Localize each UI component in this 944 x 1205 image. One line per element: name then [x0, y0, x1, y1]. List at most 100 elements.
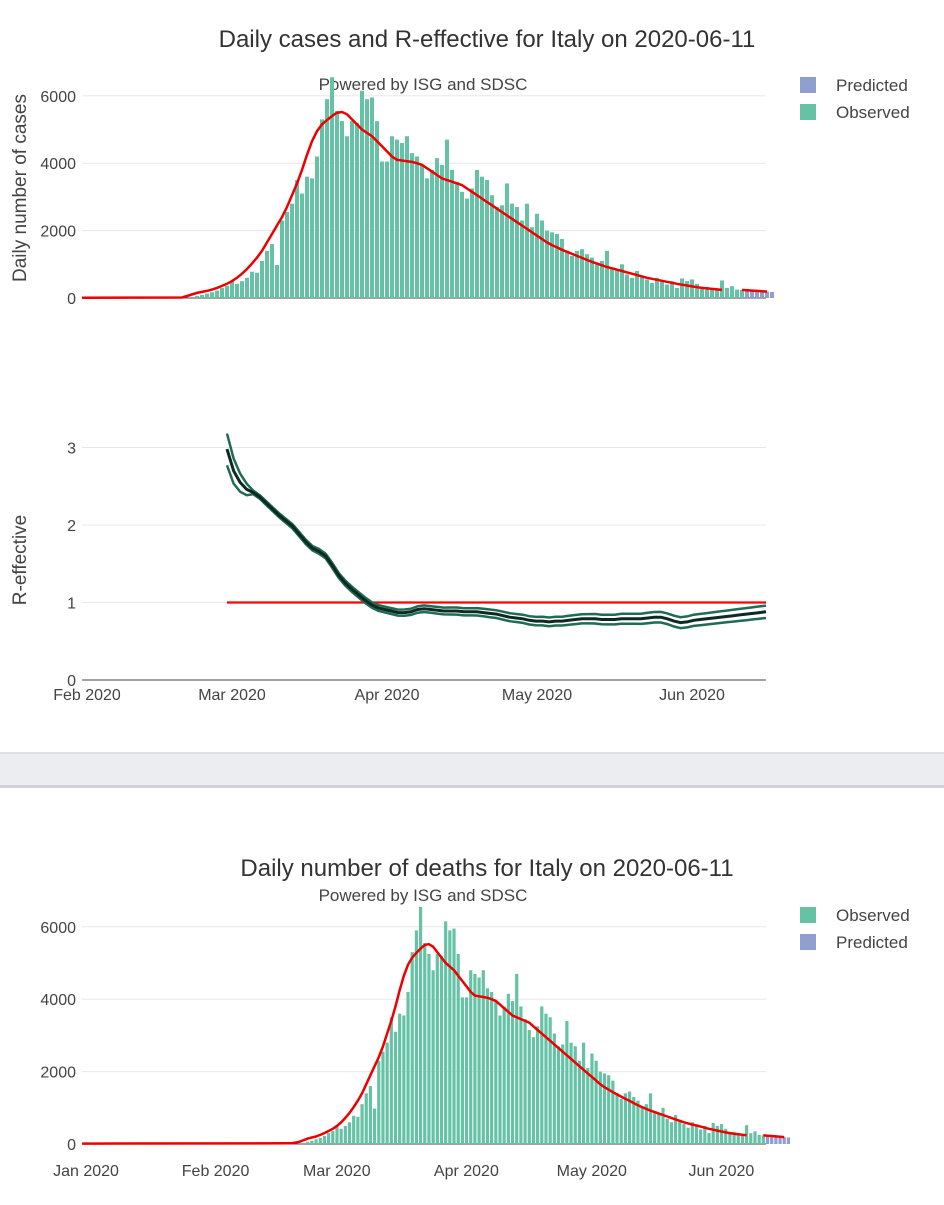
deaths-observed-bar [343, 1125, 347, 1144]
deaths-observed-bar [715, 1125, 719, 1144]
deaths-observed-bar [427, 953, 431, 1144]
deaths-observed-bar [736, 1134, 740, 1144]
observed-bar [285, 212, 289, 298]
deaths-observed-bar [502, 1006, 506, 1144]
deaths-observed-bar [561, 1044, 565, 1144]
observed-bar [235, 283, 239, 298]
deaths-legend-label-observed: Observed [836, 906, 910, 925]
observed-bar [595, 264, 599, 298]
deaths-observed-bar [473, 973, 477, 1144]
observed-bar [485, 180, 489, 298]
deaths-legend-swatch-observed [800, 907, 816, 923]
chart-subtitle: Powered by ISG and SDSC [319, 75, 528, 94]
observed-bar [220, 287, 224, 298]
observed-bar [375, 121, 379, 298]
deaths-observed-bar [381, 1051, 385, 1144]
deaths-observed-bar [694, 1125, 699, 1144]
deaths-observed-bar [644, 1104, 648, 1144]
observed-bar [515, 207, 519, 298]
observed-bar [300, 193, 304, 298]
observed-bar [445, 139, 449, 298]
deaths-observed-bar [653, 1111, 657, 1144]
observed-bar [635, 271, 639, 298]
observed-bar [315, 156, 319, 298]
deaths-predicted-bar [782, 1137, 786, 1144]
deaths-observed-bar [527, 1029, 531, 1144]
observed-bar [430, 169, 434, 298]
deaths-observed-bar [377, 1060, 381, 1144]
deaths-observed-bar [623, 1093, 627, 1144]
deaths-observed-bar [636, 1100, 640, 1144]
deaths-x-tick-label: Jun 2020 [688, 1163, 754, 1180]
deaths-observed-bar [389, 1017, 393, 1144]
observed-bar [640, 276, 644, 298]
observed-bar [500, 205, 504, 298]
deaths-observed-bar [598, 1071, 602, 1144]
deaths-observed-bar [711, 1123, 715, 1144]
observed-bar [410, 153, 414, 298]
observed-bar [660, 280, 664, 298]
observed-bar [480, 176, 484, 298]
observed-bar [405, 136, 409, 298]
observed-bar [465, 198, 469, 298]
deaths-predicted-bar [778, 1136, 782, 1144]
deaths-observed-bar [481, 970, 485, 1144]
deaths-observed-bar [385, 1042, 389, 1144]
deaths-observed-bar [364, 1093, 368, 1144]
observed-bar [700, 287, 704, 298]
deaths-observed-bar [673, 1115, 678, 1144]
deaths-observed-bar [757, 1134, 761, 1144]
deaths-trend-line-predicted [763, 1134, 785, 1139]
deaths-chart-title: Daily number of deaths for Italy on 2020… [240, 855, 733, 882]
deaths-observed-bar [410, 952, 414, 1144]
deaths-observed-bar [690, 1122, 694, 1144]
deaths-observed-bar [657, 1113, 661, 1144]
deaths-observed-bar [577, 1060, 582, 1144]
deaths-trend-line [81, 942, 747, 1145]
deaths-observed-bar [607, 1075, 611, 1144]
deaths-legend-swatch-predicted [800, 934, 816, 950]
deaths-observed-bar [548, 1017, 552, 1144]
observed-bar [505, 183, 509, 298]
deaths-observed-bar [414, 930, 418, 1144]
deaths-tick-label: 2000 [40, 1065, 76, 1082]
legend-swatch-observed [800, 104, 816, 120]
deaths-observed-bar [586, 1067, 590, 1144]
deaths-observed-bar [761, 1135, 765, 1144]
deaths-observed-bar [393, 1031, 398, 1144]
deaths-observed-bar [669, 1122, 673, 1144]
observed-bar [585, 254, 589, 298]
observed-bar [345, 136, 349, 298]
observed-bar [455, 181, 459, 298]
deaths-observed-bar [724, 1128, 728, 1144]
deaths-tick-label: 4000 [40, 992, 76, 1009]
deaths-observed-bar [640, 1107, 644, 1144]
observed-bar [365, 99, 369, 298]
y-tick-label: 6000 [40, 89, 76, 106]
deaths-observed-bar [632, 1096, 636, 1144]
deaths-observed-bar [678, 1120, 682, 1144]
deaths-observed-bar [460, 997, 464, 1144]
observed-bar [380, 161, 384, 298]
deaths-observed-bar [435, 953, 439, 1144]
observed-bar [535, 213, 539, 298]
r-effective-line [225, 448, 767, 625]
deaths-observed-bar [510, 1001, 515, 1144]
observed-bar [730, 286, 734, 298]
observed-bar [545, 230, 549, 298]
deaths-chart: Daily number of deaths for Italy on 2020… [40, 855, 910, 1180]
deaths-observed-bar [368, 1086, 373, 1144]
deaths-x-tick-label: May 2020 [557, 1163, 627, 1180]
observed-bar [740, 289, 744, 298]
observed-bar [725, 287, 729, 298]
x-tick-label: Jun 2020 [659, 687, 725, 704]
deaths-observed-bar [306, 1141, 310, 1144]
observed-bar [575, 250, 579, 298]
deaths-predicted-bar [774, 1136, 778, 1144]
deaths-observed-bar [569, 1042, 573, 1144]
observed-bar [520, 220, 524, 298]
deaths-tick-label: 6000 [40, 920, 76, 937]
deaths-observed-bar [318, 1137, 322, 1144]
predicted-bar [750, 290, 754, 298]
observed-bar [590, 257, 594, 298]
